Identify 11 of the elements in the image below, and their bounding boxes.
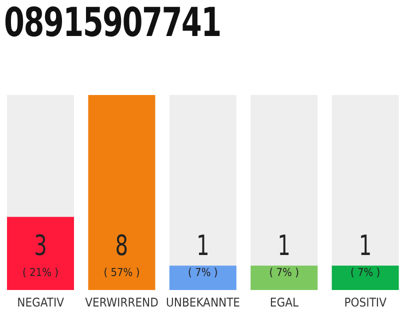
x-tick-label: NEGATIV xyxy=(17,296,65,310)
data-label: 1 ( 7% ) xyxy=(269,228,300,279)
data-label: 3 ( 21% ) xyxy=(22,228,59,279)
chart-title: 08915907741 xyxy=(4,0,221,46)
x-tick-label: POSITIV xyxy=(344,296,388,310)
data-label: 1 ( 7% ) xyxy=(188,228,218,279)
x-tick-label: EGAL xyxy=(270,296,298,310)
x-tick-label: VERWIRREND xyxy=(85,296,158,310)
data-label: 8 ( 57% ) xyxy=(104,228,140,279)
data-label: 1 ( 7% ) xyxy=(350,228,380,279)
x-tick-label: UNBEKANNTE xyxy=(166,296,240,310)
